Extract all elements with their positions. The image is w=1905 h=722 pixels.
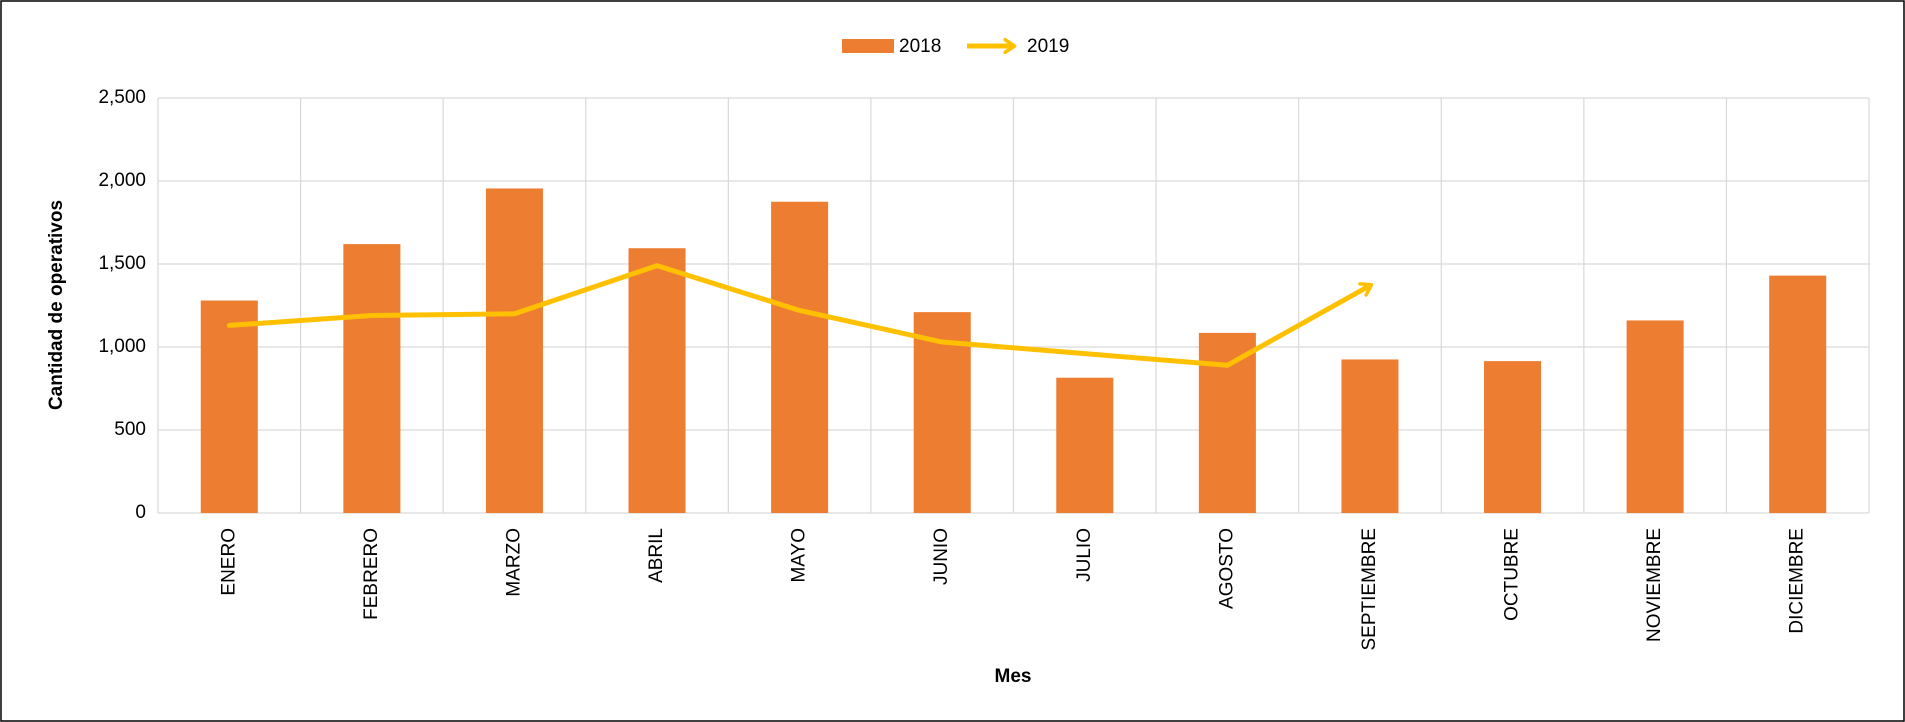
x-tick-label: ABRIL — [646, 528, 667, 583]
x-tick-label: MAYO — [789, 528, 810, 583]
line — [226, 263, 1370, 368]
y-tick-label: 2,500 — [98, 87, 146, 108]
bar — [343, 244, 401, 513]
y-tick-label: 1,000 — [98, 336, 146, 357]
bar — [1198, 332, 1256, 513]
bar — [485, 188, 543, 513]
x-tick-label: AGOSTO — [1216, 528, 1237, 609]
x-tick-label: ENERO — [218, 528, 239, 596]
bar — [1769, 275, 1827, 513]
legend-label: 2018 — [899, 36, 941, 57]
x-tick-label: OCTUBRE — [1502, 528, 1523, 621]
x-axis-title: Mes — [995, 666, 1032, 687]
y-tick-label: 0 — [135, 502, 146, 523]
x-tick-label: NOVIEMBRE — [1644, 528, 1665, 642]
legend-swatch — [842, 39, 894, 53]
x-tick-label: JULIO — [1074, 528, 1095, 582]
x-tick-label: JUNIO — [931, 528, 952, 585]
bar — [200, 300, 258, 513]
bar — [1056, 377, 1114, 513]
bar — [1484, 361, 1542, 513]
x-tick-label: DICIEMBRE — [1787, 528, 1808, 634]
bar — [1341, 359, 1399, 513]
bar — [1626, 320, 1684, 513]
bar — [628, 248, 686, 514]
x-tick-label: SEPTIEMBRE — [1359, 528, 1380, 650]
y-tick-label: 1,500 — [98, 253, 146, 274]
y-tick-label: 500 — [114, 419, 146, 440]
x-tick-label: FEBRERO — [361, 528, 382, 620]
legend-label: 2019 — [1027, 36, 1069, 57]
y-axis-title: Cantidad de operativos — [46, 200, 67, 410]
x-tick-label: MARZO — [503, 528, 524, 597]
bar — [771, 201, 829, 513]
y-tick-label: 2,000 — [98, 170, 146, 191]
